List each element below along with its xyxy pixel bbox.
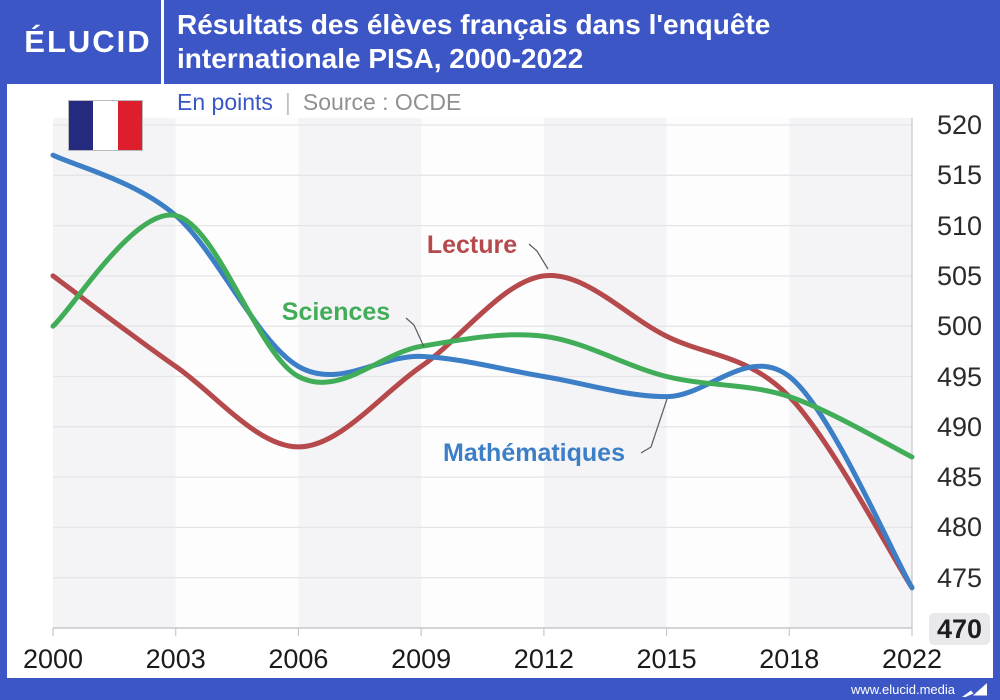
- y-axis-label: 520: [936, 110, 982, 140]
- header-separator: [161, 0, 164, 84]
- x-axis-label: 2022: [881, 644, 943, 674]
- x-axis-label: 2000: [22, 644, 84, 674]
- y-axis-label: 470: [898, 613, 990, 645]
- flag-stripe-red: [117, 101, 142, 150]
- y-axis-label: 515: [936, 160, 982, 191]
- unit-label: En points: [177, 89, 273, 115]
- x-axis-label: 2012: [513, 644, 574, 674]
- x-axis-label: 2003: [145, 644, 206, 674]
- source-label: Source : OCDE: [302, 89, 462, 115]
- y-axis-label: 475: [936, 562, 982, 593]
- france-flag-icon: [68, 100, 143, 151]
- elucid-arrow-icon: [962, 683, 987, 697]
- y-axis-label: 495: [936, 361, 982, 392]
- title-line-2: internationale PISA, 2000-2022: [177, 43, 584, 74]
- x-axis-label: 2009: [391, 644, 452, 674]
- footer-url: www.elucid.media: [850, 681, 955, 697]
- flag-stripe-blue: [69, 101, 94, 150]
- brand-header: ÉLUCID Résultats des élèves français dan…: [0, 0, 1000, 84]
- title-line-1: Résultats des élèves français dans l'enq…: [177, 9, 771, 40]
- page-title: Résultats des élèves français dans l'enq…: [177, 8, 986, 76]
- x-axis-label: 2015: [636, 644, 697, 674]
- y-axis-label: 510: [936, 210, 982, 241]
- y-axis-label: 485: [936, 462, 982, 493]
- elucid-logo: ÉLUCID: [24, 24, 152, 59]
- chart-background: [7, 84, 993, 678]
- x-axis-label: 2006: [268, 644, 329, 674]
- subtitle: En points | Source : OCDE: [177, 89, 461, 116]
- y-axis-label: 500: [936, 311, 982, 342]
- x-axis-label: 2018: [759, 644, 820, 674]
- footer-bar: www.elucid.media: [0, 678, 1000, 700]
- subtitle-separator: |: [284, 89, 291, 115]
- flag-stripe-white: [93, 101, 118, 150]
- y-axis-label: 480: [936, 512, 982, 543]
- y-axis-label: 505: [936, 260, 982, 291]
- y-axis-label: 490: [936, 411, 982, 442]
